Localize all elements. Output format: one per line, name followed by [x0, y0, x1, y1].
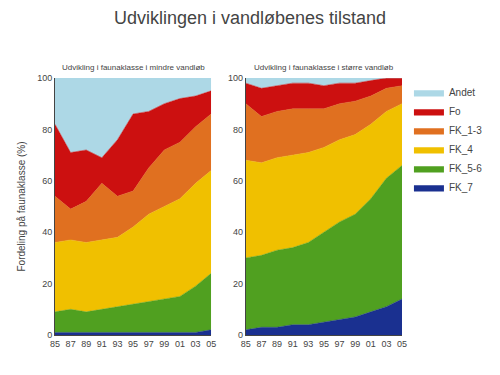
svg-text:60: 60: [42, 176, 52, 186]
svg-text:93: 93: [112, 339, 122, 349]
svg-text:93: 93: [303, 339, 313, 349]
svg-text:FK_7: FK_7: [449, 182, 473, 193]
svg-text:80: 80: [233, 125, 243, 135]
svg-text:03: 03: [381, 339, 391, 349]
svg-text:99: 99: [350, 339, 360, 349]
svg-text:01: 01: [366, 339, 376, 349]
svg-text:89: 89: [272, 339, 282, 349]
svg-text:80: 80: [42, 125, 52, 135]
svg-text:87: 87: [66, 339, 76, 349]
svg-text:Andet: Andet: [449, 87, 475, 98]
svg-text:99: 99: [159, 339, 169, 349]
svg-text:85: 85: [241, 339, 251, 349]
svg-text:Udviklingen i vandløbenes tils: Udviklingen i vandløbenes tilstand: [114, 8, 386, 28]
svg-text:FK_5-6: FK_5-6: [449, 163, 482, 174]
svg-text:0: 0: [47, 330, 52, 340]
svg-text:95: 95: [128, 339, 138, 349]
svg-text:05: 05: [206, 339, 216, 349]
svg-text:20: 20: [42, 279, 52, 289]
svg-text:40: 40: [42, 227, 52, 237]
svg-text:03: 03: [191, 339, 201, 349]
svg-text:0: 0: [238, 330, 243, 340]
svg-text:91: 91: [288, 339, 298, 349]
svg-text:97: 97: [144, 339, 154, 349]
svg-text:FK_1-3: FK_1-3: [449, 125, 482, 136]
svg-text:91: 91: [97, 339, 107, 349]
svg-text:60: 60: [233, 176, 243, 186]
svg-text:05: 05: [397, 339, 407, 349]
svg-text:85: 85: [50, 339, 60, 349]
svg-text:97: 97: [335, 339, 345, 349]
svg-text:01: 01: [175, 339, 185, 349]
svg-text:100: 100: [228, 73, 243, 83]
svg-text:89: 89: [81, 339, 91, 349]
svg-text:Fo: Fo: [449, 106, 461, 117]
svg-text:Fordeling på faunaklasse (%): Fordeling på faunaklasse (%): [16, 141, 27, 271]
svg-text:20: 20: [233, 279, 243, 289]
svg-text:100: 100: [37, 73, 52, 83]
svg-text:Udvikling i faunaklasse i mind: Udvikling i faunaklasse i mindre vandløb: [62, 63, 205, 72]
svg-text:40: 40: [233, 227, 243, 237]
svg-text:FK_4: FK_4: [449, 144, 473, 155]
svg-text:Udvikling i faunaklasse i stør: Udvikling i faunaklasse i større vandløb: [254, 63, 394, 72]
svg-text:87: 87: [256, 339, 266, 349]
svg-text:95: 95: [319, 339, 329, 349]
